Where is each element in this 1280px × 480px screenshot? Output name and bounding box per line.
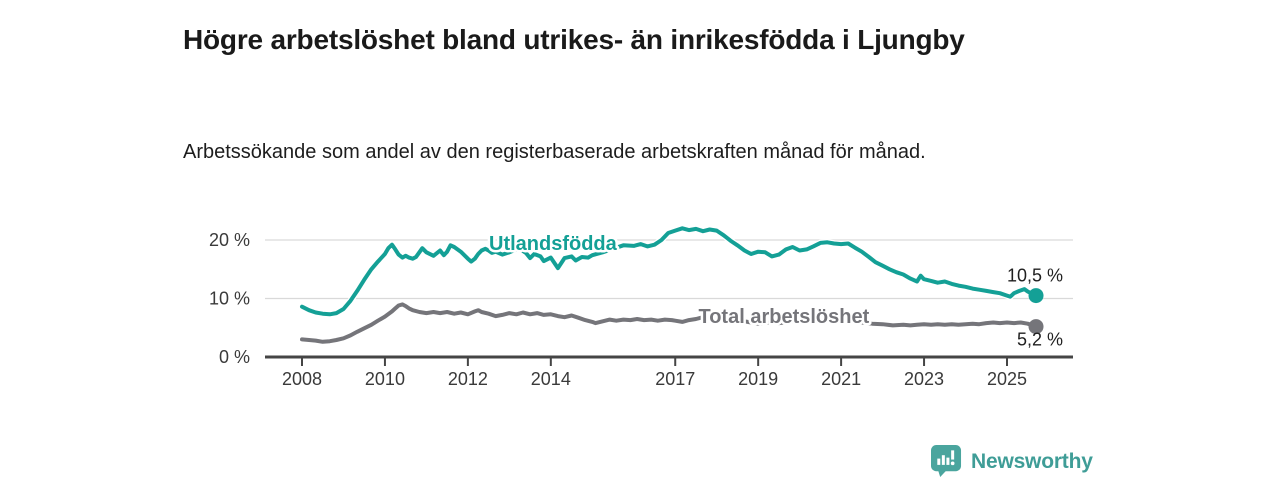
series-label-utlandsf-dda: Utlandsfödda xyxy=(489,233,618,255)
series-line-utlandsf-dda xyxy=(300,226,1038,317)
series-label-total-arbetsl-shet: Total arbetslöshet xyxy=(698,306,869,328)
end-dot-total-arbetsl-shet xyxy=(1028,319,1044,335)
newsworthy-logo: Newsworthy xyxy=(931,445,1093,478)
x-tick-label-2021: 2021 xyxy=(821,369,861,389)
y-tick-label-20: 20 % xyxy=(209,230,250,250)
series-halo-utlandsf-dda xyxy=(298,225,1040,318)
bar-chart-speech-bubble-icon xyxy=(931,445,962,477)
x-tick-label-2010: 2010 xyxy=(365,369,405,389)
y-tick-label-0: 0 % xyxy=(219,347,250,367)
chart-subtitle: Arbetssökande som andel av den registerb… xyxy=(183,141,926,163)
end-value-label-total-arbetsl-shet: 5,2 % xyxy=(1017,330,1063,350)
x-tick-label-2025: 2025 xyxy=(987,369,1027,389)
brand-wordmark: Newsworthy xyxy=(971,449,1093,473)
series-line-total-arbetsl-shet xyxy=(300,302,1038,344)
x-tick-label-2014: 2014 xyxy=(531,369,571,389)
series-halo-total-arbetsl-shet xyxy=(298,301,1040,346)
x-tick-label-2019: 2019 xyxy=(738,369,778,389)
x-tick-label-2012: 2012 xyxy=(448,369,488,389)
end-value-label-utlandsf-dda: 10,5 % xyxy=(1007,266,1063,286)
end-dot-utlandsf-dda xyxy=(1028,288,1044,304)
x-tick-label-2023: 2023 xyxy=(904,369,944,389)
x-tick-label-2017: 2017 xyxy=(655,369,695,389)
page-title: Högre arbetslöshet bland utrikes- än inr… xyxy=(183,23,965,55)
y-tick-label-10: 10 % xyxy=(209,289,250,309)
x-tick-label-2008: 2008 xyxy=(282,369,322,389)
